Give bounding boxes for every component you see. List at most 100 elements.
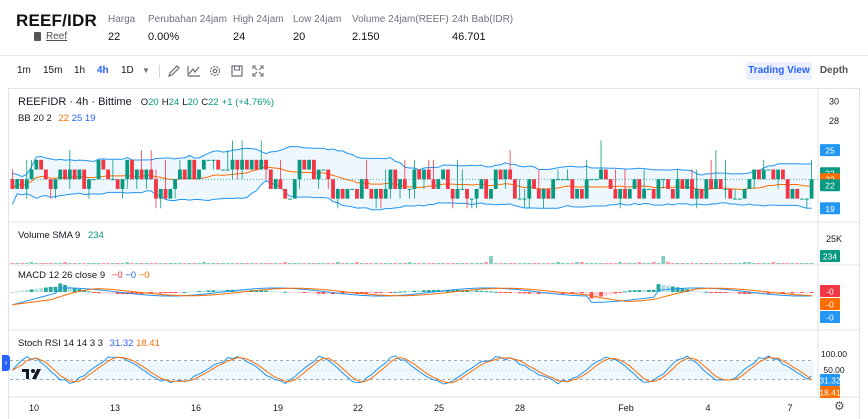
candle[interactable] [101, 159, 106, 170]
candle[interactable] [637, 179, 642, 199]
candle[interactable] [158, 188, 163, 199]
candle[interactable] [766, 169, 771, 171]
candle[interactable] [24, 179, 29, 189]
candle[interactable] [225, 169, 230, 171]
candle[interactable] [374, 188, 379, 199]
candle[interactable] [570, 179, 575, 199]
candle[interactable] [785, 179, 790, 199]
candle[interactable] [221, 169, 225, 171]
candle[interactable] [249, 159, 254, 170]
candle[interactable] [211, 159, 216, 161]
candle[interactable] [321, 169, 326, 171]
candle[interactable] [417, 169, 422, 180]
candle[interactable] [646, 188, 651, 190]
candle[interactable] [407, 188, 412, 190]
candle[interactable] [618, 188, 623, 199]
candle[interactable] [398, 179, 402, 189]
candle[interactable] [168, 188, 173, 199]
candle[interactable] [723, 188, 728, 190]
candle[interactable] [72, 169, 77, 180]
candle[interactable] [527, 179, 532, 199]
candle[interactable] [493, 169, 498, 189]
candle[interactable] [388, 169, 393, 189]
candle[interactable] [709, 179, 714, 189]
candle[interactable] [651, 188, 656, 199]
candle[interactable] [206, 159, 211, 161]
candle[interactable] [77, 169, 82, 180]
candle[interactable] [584, 179, 589, 199]
candle[interactable] [311, 159, 316, 180]
candle[interactable] [718, 179, 723, 189]
candle[interactable] [512, 179, 517, 199]
settings-icon[interactable] [208, 64, 222, 78]
chart-settings-icon[interactable]: ⚙ [834, 399, 845, 413]
candle[interactable] [154, 179, 158, 199]
candle[interactable] [43, 169, 48, 180]
candle[interactable] [608, 179, 613, 189]
candle[interactable] [273, 179, 278, 189]
candle[interactable] [292, 179, 297, 199]
candle[interactable] [39, 159, 44, 170]
candle[interactable] [690, 179, 694, 199]
candle[interactable] [182, 169, 187, 180]
candle[interactable] [474, 188, 479, 199]
candle[interactable] [733, 198, 737, 200]
candle[interactable] [536, 188, 541, 199]
candle[interactable] [455, 188, 460, 199]
candle[interactable] [335, 188, 340, 199]
candle[interactable] [96, 159, 101, 180]
candle[interactable] [450, 188, 455, 199]
candle[interactable] [795, 188, 800, 199]
candle[interactable] [757, 169, 761, 180]
candle[interactable] [177, 169, 182, 180]
candle[interactable] [125, 159, 130, 180]
candle[interactable] [465, 188, 469, 199]
candle[interactable] [240, 159, 245, 170]
candle[interactable] [259, 159, 264, 170]
candle[interactable] [517, 198, 522, 200]
candle[interactable] [254, 159, 259, 170]
candle[interactable] [479, 179, 484, 189]
candle[interactable] [422, 169, 426, 180]
candle[interactable] [163, 188, 168, 199]
volume-legend[interactable]: Volume SMA 9 234 [18, 230, 104, 241]
candle[interactable] [565, 179, 570, 181]
candle[interactable] [771, 169, 776, 180]
candle[interactable] [699, 188, 704, 199]
candle[interactable] [670, 188, 675, 199]
candle[interactable] [594, 179, 599, 181]
candle[interactable] [53, 179, 58, 189]
interval-4h[interactable]: 4h [97, 65, 109, 76]
snapshot-icon[interactable] [230, 64, 244, 78]
candle[interactable] [532, 179, 536, 189]
candle[interactable] [244, 159, 249, 170]
candle[interactable] [29, 169, 34, 180]
candle[interactable] [599, 169, 603, 180]
candle[interactable] [713, 179, 718, 189]
candle[interactable] [402, 179, 407, 189]
draw-icon[interactable] [167, 64, 181, 78]
candle[interactable] [484, 179, 489, 199]
candle[interactable] [742, 188, 747, 199]
trading-view-button[interactable]: Trading View [746, 62, 812, 80]
candle[interactable] [426, 169, 431, 180]
candle[interactable] [264, 159, 268, 170]
stoch-legend[interactable]: Stoch RSI 14 14 3 3 31.32 18.41 [18, 338, 160, 349]
candle[interactable] [130, 159, 134, 180]
depth-button[interactable]: Depth [819, 65, 849, 76]
candle[interactable] [134, 169, 139, 180]
candle[interactable] [675, 179, 680, 199]
candle[interactable] [804, 198, 809, 200]
candle[interactable] [316, 169, 321, 180]
candle[interactable] [685, 179, 690, 189]
candle[interactable] [288, 198, 292, 200]
candle[interactable] [67, 169, 72, 180]
candle[interactable] [737, 198, 742, 200]
candle[interactable] [800, 198, 804, 200]
bb-legend[interactable]: BB 20 2 22 25 19 [18, 113, 95, 124]
candle[interactable] [283, 188, 288, 199]
candle[interactable] [359, 179, 364, 199]
candle[interactable] [230, 159, 235, 170]
candle[interactable] [187, 159, 192, 180]
candle[interactable] [613, 188, 618, 199]
